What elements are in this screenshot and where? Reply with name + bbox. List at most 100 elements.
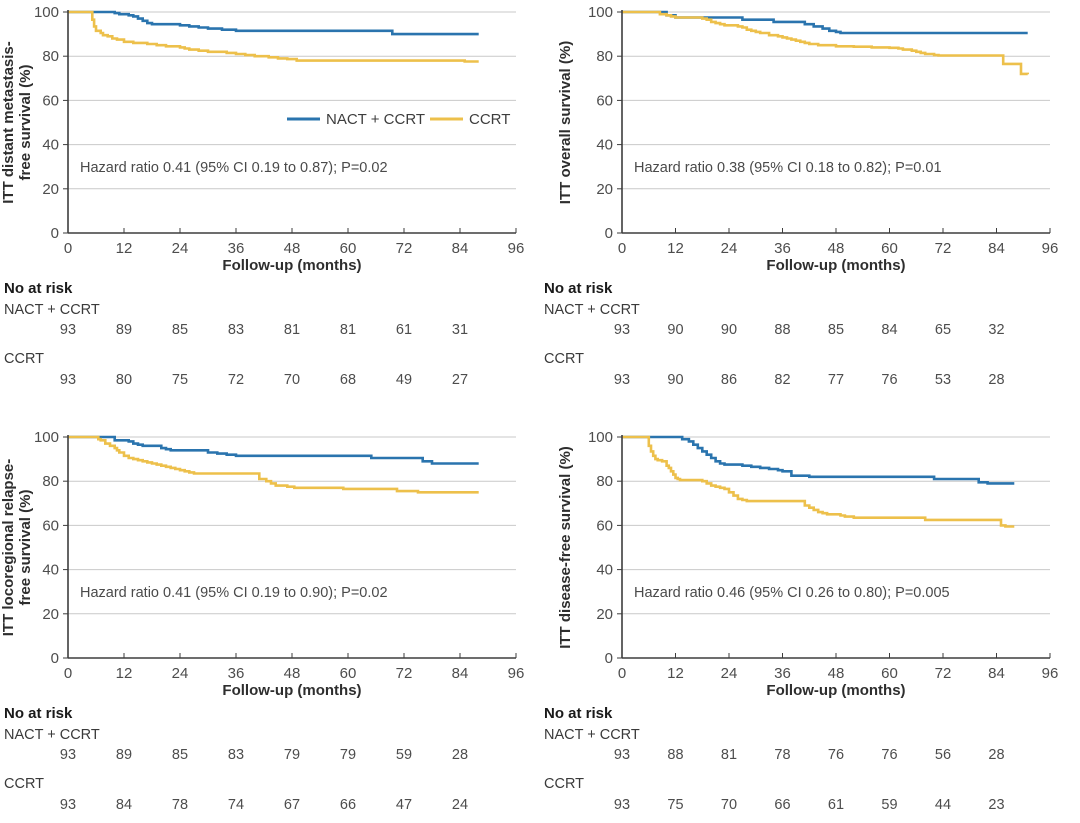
x-axis-tick-label: 48: [284, 665, 301, 682]
x-axis-tick-label: 72: [935, 240, 952, 257]
x-axis-tick-label: 24: [172, 240, 189, 257]
risk-table-value: 93: [60, 322, 76, 338]
x-axis-tick-label: 72: [396, 665, 413, 682]
gridlines: [68, 436, 516, 615]
risk-table-value: 86: [721, 372, 737, 388]
x-axis-tick-label: 24: [721, 240, 738, 257]
y-axis-tick-label: 0: [51, 225, 59, 242]
risk-table-value: 28: [452, 747, 468, 763]
risk-table-value: 75: [172, 372, 188, 388]
risk-table-title: No at risk: [544, 705, 613, 722]
survival-curve-nact-ccrt: [622, 435, 1015, 485]
risk-table-value: 93: [614, 797, 630, 813]
risk-table-value: 75: [667, 797, 683, 813]
axes: 0 12 24 36 48 60 72 84 96 0 20 40 60 80 100: [34, 429, 524, 682]
risk-table-value: 88: [774, 322, 790, 338]
y-axis-tick-label: 80: [596, 473, 613, 490]
x-axis-tick-label: 72: [396, 240, 413, 257]
km-chart-svg: 0 12 24 36 48 60 72 84 96 0 20 40 60 80 100 Follow-up (…: [544, 429, 1058, 813]
risk-table-value: 93: [60, 747, 76, 763]
risk-table-value: 56: [935, 747, 951, 763]
risk-row-label: NACT + CCRT: [4, 302, 100, 318]
risk-table-value: 85: [828, 322, 844, 338]
legend-label: NACT + CCRT: [326, 111, 425, 128]
x-axis-tick-label: 24: [721, 665, 738, 682]
y-axis-tick-label: 80: [42, 48, 59, 65]
x-axis-tick-label: 36: [774, 665, 791, 682]
risk-table-value: 93: [614, 372, 630, 388]
risk-table-value: 81: [721, 747, 737, 763]
x-axis-tick-label: 12: [116, 665, 133, 682]
risk-table-title: No at risk: [544, 280, 613, 297]
risk-table-value: 88: [667, 747, 683, 763]
y-axis-tick-label: 0: [51, 650, 59, 667]
y-axis-label: free survival (%): [17, 65, 34, 181]
risk-table-value: 78: [172, 797, 188, 813]
km-panel-locoregional-relapse-free: 0 12 24 36 48 60 72 84 96 0 20 40 60 80 100 Follow-up (…: [0, 425, 540, 823]
risk-table-value: 85: [172, 747, 188, 763]
x-axis-tick-label: 0: [618, 665, 626, 682]
x-axis-tick-label: 48: [284, 240, 301, 257]
y-axis-tick-label: 20: [42, 181, 59, 198]
y-axis-label: ITT distant metastasis-: [0, 41, 17, 204]
gridlines: [68, 11, 516, 190]
risk-table-value: 81: [340, 322, 356, 338]
y-axis-label: ITT disease-free survival (%): [557, 446, 574, 649]
y-axis-tick-label: 60: [596, 517, 613, 534]
y-axis-tick-label: 0: [605, 650, 613, 667]
risk-table-value: 23: [988, 797, 1004, 813]
x-axis-tick-label: 48: [828, 240, 845, 257]
y-axis-tick-label: 20: [596, 181, 613, 198]
y-axis-tick-label: 60: [42, 517, 59, 534]
x-axis-tick-label: 12: [116, 240, 133, 257]
survival-curve-nact-ccrt: [622, 10, 1028, 35]
risk-table-value: 79: [340, 747, 356, 763]
km-chart-svg: 0 12 24 36 48 60 72 84 96 0 20 40 60 80 100 Follow-up (…: [0, 4, 524, 388]
risk-table-value: 78: [774, 747, 790, 763]
x-axis-label: Follow-up (months): [222, 257, 361, 274]
x-axis-tick-label: 0: [618, 240, 626, 257]
risk-table-value: 59: [881, 797, 897, 813]
risk-table-value: 79: [284, 747, 300, 763]
x-axis-tick-label: 12: [667, 665, 684, 682]
risk-table-value: 80: [116, 372, 132, 388]
x-axis-tick-label: 96: [508, 665, 525, 682]
hazard-ratio-annotation: Hazard ratio 0.38 (95% CI 0.18 to 0.82);…: [634, 160, 942, 176]
y-axis-tick-label: 60: [42, 92, 59, 109]
risk-table-value: 83: [228, 747, 244, 763]
risk-table-value: 61: [828, 797, 844, 813]
hazard-ratio-annotation: Hazard ratio 0.41 (95% CI 0.19 to 0.87);…: [80, 160, 388, 176]
y-axis-tick-label: 40: [596, 562, 613, 579]
y-axis-tick-label: 100: [34, 429, 59, 446]
legend-label: CCRT: [469, 111, 510, 128]
risk-table-value: 83: [228, 322, 244, 338]
risk-table-value: 76: [828, 747, 844, 763]
y-axis-label: ITT overall survival (%): [557, 41, 574, 204]
risk-table-value: 44: [935, 797, 951, 813]
y-axis-tick-label: 40: [42, 562, 59, 579]
x-axis-label: Follow-up (months): [222, 682, 361, 699]
x-axis-tick-label: 24: [172, 665, 189, 682]
x-axis-tick-label: 84: [452, 240, 469, 257]
risk-row-label: NACT + CCRT: [544, 727, 640, 743]
y-axis-tick-label: 60: [596, 92, 613, 109]
risk-table: No at risk NACT + CCRT 93 88 81 78 76 76 56 28 CCR…: [544, 705, 1005, 813]
y-axis-tick-label: 40: [42, 137, 59, 154]
y-axis-label: ITT locoregional relapse-: [0, 459, 17, 637]
risk-row-label: NACT + CCRT: [4, 727, 100, 743]
risk-table-value: 72: [228, 372, 244, 388]
risk-row-label: CCRT: [544, 351, 584, 367]
legend: NACT + CCRT CCRT: [287, 111, 510, 128]
risk-table-value: 27: [452, 372, 468, 388]
risk-table-value: 28: [988, 372, 1004, 388]
risk-table-value: 53: [935, 372, 951, 388]
hazard-ratio-annotation: Hazard ratio 0.41 (95% CI 0.19 to 0.90);…: [80, 585, 388, 601]
x-axis-tick-label: 96: [1042, 240, 1059, 257]
risk-table-value: 70: [721, 797, 737, 813]
km-chart-svg: 0 12 24 36 48 60 72 84 96 0 20 40 60 80 100 Follow-up (…: [0, 429, 524, 813]
risk-table-value: 85: [172, 322, 188, 338]
risk-table-value: 77: [828, 372, 844, 388]
risk-table-title: No at risk: [4, 280, 73, 297]
risk-table-value: 93: [614, 322, 630, 338]
x-axis-tick-label: 36: [228, 665, 245, 682]
